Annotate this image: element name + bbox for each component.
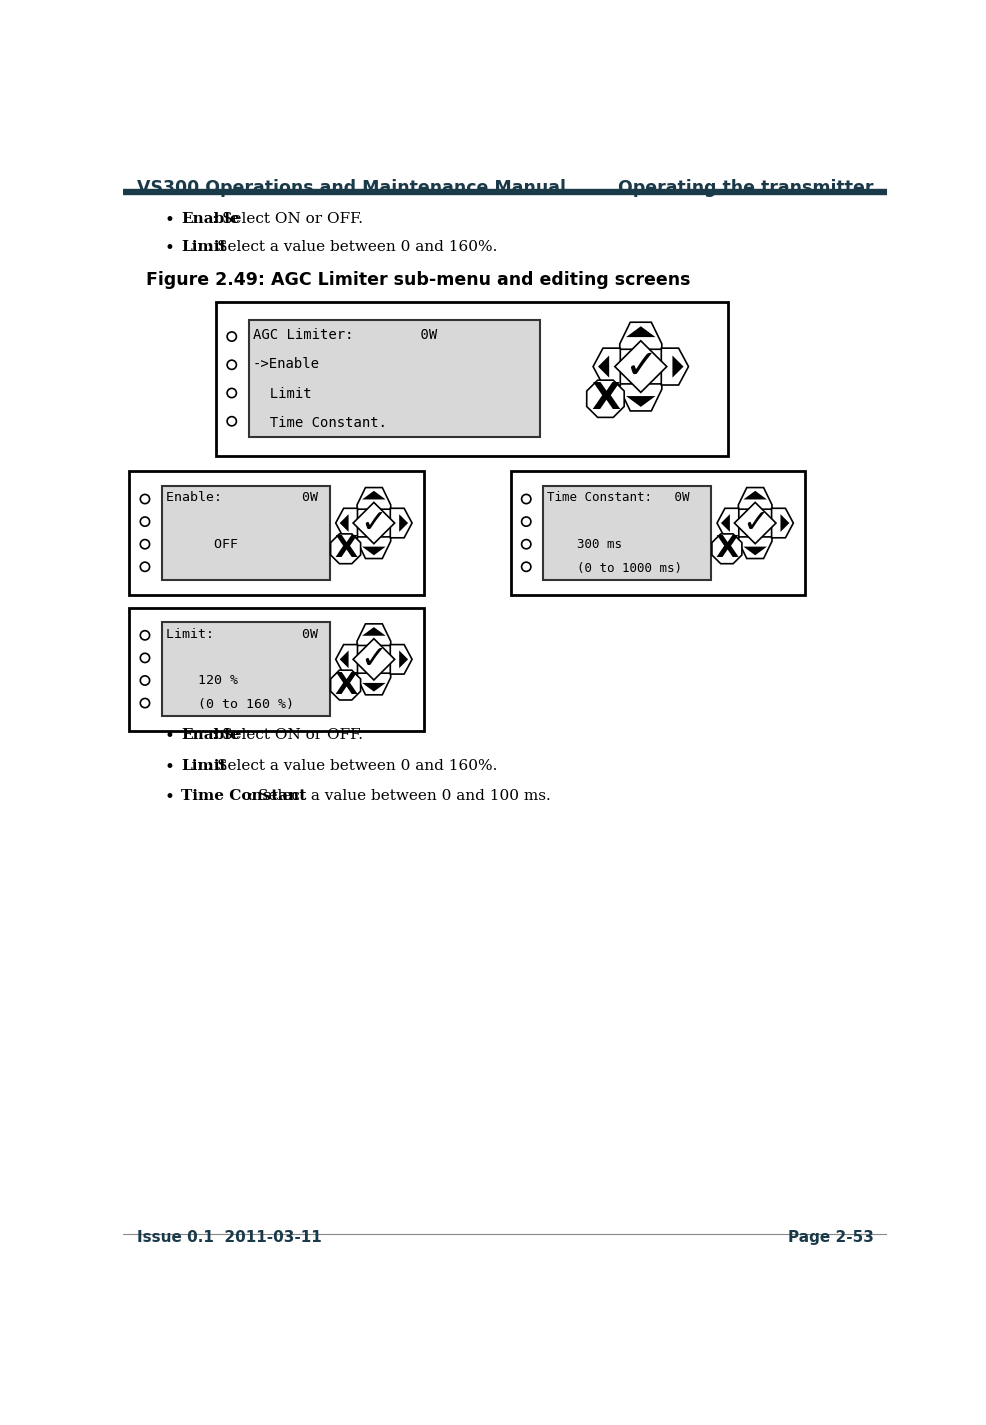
Text: (0 to 160 %): (0 to 160 %) xyxy=(166,698,294,711)
Text: Limit:           0W: Limit: 0W xyxy=(166,627,317,641)
Text: ->Enable: ->Enable xyxy=(252,358,319,372)
Text: •: • xyxy=(165,728,175,745)
Text: Enable: Enable xyxy=(181,212,241,225)
Text: Page 2-53: Page 2-53 xyxy=(788,1230,874,1245)
Polygon shape xyxy=(739,487,772,509)
Polygon shape xyxy=(390,509,412,537)
Text: ✓: ✓ xyxy=(741,507,768,539)
Bar xyxy=(123,190,887,194)
Text: ✓: ✓ xyxy=(624,346,658,386)
Text: Limit: Limit xyxy=(181,758,227,772)
Text: Limit: Limit xyxy=(252,386,312,400)
Polygon shape xyxy=(739,537,772,559)
Polygon shape xyxy=(353,638,394,680)
Polygon shape xyxy=(399,514,408,532)
Polygon shape xyxy=(339,514,349,532)
FancyBboxPatch shape xyxy=(162,486,330,580)
FancyBboxPatch shape xyxy=(543,486,711,580)
Text: : Select a value between 0 and 100 ms.: : Select a value between 0 and 100 ms. xyxy=(247,789,550,804)
Polygon shape xyxy=(781,514,790,532)
FancyBboxPatch shape xyxy=(129,607,424,731)
Polygon shape xyxy=(339,650,349,668)
Text: 300 ms: 300 ms xyxy=(547,539,622,551)
Polygon shape xyxy=(390,644,412,674)
Polygon shape xyxy=(620,383,662,410)
Polygon shape xyxy=(615,341,667,392)
Polygon shape xyxy=(743,547,767,556)
Text: OFF: OFF xyxy=(166,539,238,551)
Polygon shape xyxy=(357,487,390,509)
Text: •: • xyxy=(165,212,175,229)
Text: Limit: Limit xyxy=(181,239,227,254)
Text: : Select ON or OFF.: : Select ON or OFF. xyxy=(212,212,363,225)
Polygon shape xyxy=(362,547,386,556)
Text: Figure 2.49: AGC Limiter sub-menu and editing screens: Figure 2.49: AGC Limiter sub-menu and ed… xyxy=(147,271,691,289)
Text: X: X xyxy=(715,534,739,563)
Text: •: • xyxy=(165,758,175,775)
Text: X: X xyxy=(591,380,620,416)
Text: Time Constant: Time Constant xyxy=(181,789,307,804)
Polygon shape xyxy=(335,509,358,537)
Polygon shape xyxy=(735,503,776,544)
Text: •: • xyxy=(165,789,175,807)
Polygon shape xyxy=(357,673,390,695)
Text: •: • xyxy=(165,239,175,256)
FancyBboxPatch shape xyxy=(216,302,728,456)
Polygon shape xyxy=(330,534,361,564)
Polygon shape xyxy=(620,322,662,349)
Polygon shape xyxy=(335,644,358,674)
Text: Enable: Enable xyxy=(181,728,241,741)
FancyBboxPatch shape xyxy=(162,623,330,715)
Text: : Select a value between 0 and 160%.: : Select a value between 0 and 160%. xyxy=(207,758,497,772)
Text: X: X xyxy=(334,671,357,700)
Text: ✓: ✓ xyxy=(361,507,387,539)
Polygon shape xyxy=(672,355,683,378)
Text: Time Constant:   0W: Time Constant: 0W xyxy=(547,492,689,504)
Polygon shape xyxy=(587,380,624,418)
Polygon shape xyxy=(357,624,390,646)
Text: Enable:          0W: Enable: 0W xyxy=(166,492,317,504)
Polygon shape xyxy=(357,537,390,559)
Polygon shape xyxy=(362,490,386,499)
FancyBboxPatch shape xyxy=(129,472,424,594)
Text: 120 %: 120 % xyxy=(166,674,238,687)
Polygon shape xyxy=(626,326,656,338)
Polygon shape xyxy=(362,627,386,636)
Polygon shape xyxy=(743,490,767,499)
Polygon shape xyxy=(362,683,386,691)
Polygon shape xyxy=(721,514,730,532)
Text: : Select a value between 0 and 160%.: : Select a value between 0 and 160%. xyxy=(207,239,497,254)
Polygon shape xyxy=(772,509,794,537)
Polygon shape xyxy=(599,355,609,378)
Text: Time Constant.: Time Constant. xyxy=(252,416,387,430)
Text: ✓: ✓ xyxy=(361,644,387,675)
FancyBboxPatch shape xyxy=(511,472,806,594)
Text: VS300 Operations and Maintenance Manual: VS300 Operations and Maintenance Manual xyxy=(137,178,566,197)
Text: Operating the transmitter: Operating the transmitter xyxy=(618,178,874,197)
Polygon shape xyxy=(626,396,656,408)
FancyBboxPatch shape xyxy=(248,321,540,437)
Text: AGC Limiter:        0W: AGC Limiter: 0W xyxy=(252,328,437,342)
Polygon shape xyxy=(330,670,361,700)
Polygon shape xyxy=(712,534,741,564)
Text: Issue 0.1  2011-03-11: Issue 0.1 2011-03-11 xyxy=(137,1230,322,1245)
Polygon shape xyxy=(717,509,739,537)
Text: X: X xyxy=(334,534,357,563)
Polygon shape xyxy=(662,348,688,385)
Polygon shape xyxy=(353,503,394,544)
Polygon shape xyxy=(594,348,620,385)
Text: : Select ON or OFF.: : Select ON or OFF. xyxy=(212,728,363,741)
Polygon shape xyxy=(399,650,408,668)
Text: (0 to 1000 ms): (0 to 1000 ms) xyxy=(547,561,682,574)
